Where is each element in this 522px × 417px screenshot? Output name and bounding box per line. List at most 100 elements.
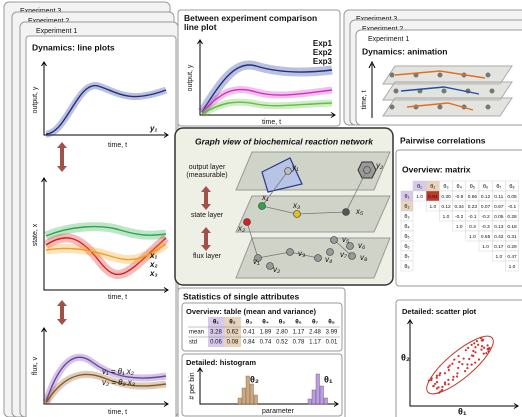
table-cell: 1.89 <box>260 330 272 336</box>
scatter-point <box>466 363 468 365</box>
axis-label: output, y <box>32 86 39 113</box>
scatter-point <box>457 355 459 357</box>
matrix-value: 0.55 <box>481 234 491 240</box>
tab-label: Experiment 1 <box>36 28 77 35</box>
legend-label: v₁ = θ₁ x₂ <box>102 367 134 376</box>
matrix-header: θ₅ <box>470 184 475 190</box>
table-header: θ₈ <box>328 319 335 326</box>
node-label: v₆ <box>358 241 366 250</box>
histogram-label: θ₂ <box>250 374 259 384</box>
scatter-point <box>436 377 438 379</box>
matrix-value: 1.0 <box>429 204 436 210</box>
histogram-bar <box>250 384 254 404</box>
matrix-value: 1.0 <box>456 224 463 230</box>
animation-node <box>486 105 491 110</box>
network-node <box>315 255 322 262</box>
panel-title: Detailed: histogram <box>186 358 256 367</box>
matrix-row-header: θ₅ <box>404 234 409 240</box>
table-header: θ₆ <box>295 319 302 326</box>
node-label: y₂ <box>375 161 383 170</box>
network-node <box>259 203 266 210</box>
network-node <box>327 249 334 256</box>
histogram-bar <box>254 395 258 404</box>
matrix-value: 0.18 <box>507 224 517 230</box>
histogram-bar <box>246 376 250 404</box>
legend-label: v₂ = θ₂ x₃ <box>102 378 135 387</box>
network-node <box>285 168 292 175</box>
matrix-header: θ₂ <box>430 184 435 190</box>
table-cell: 0.84 <box>243 340 255 346</box>
scatter-point <box>449 364 451 366</box>
node-label: v₈ <box>360 253 368 262</box>
scatter-point <box>483 347 485 349</box>
matrix-row-header: θ₁ <box>405 194 410 200</box>
matrix-row-header: θ₇ <box>405 254 410 260</box>
matrix-header: θ₈ <box>509 184 514 190</box>
panel-title: Detailed: scatter plot <box>402 307 477 316</box>
table-header: θ₁ <box>213 319 220 326</box>
histogram-bar <box>312 390 316 404</box>
axis-label: # per bin <box>189 372 196 399</box>
legend-label: Exp3 <box>313 57 333 66</box>
matrix-value: -0.1 <box>468 214 477 220</box>
scatter-point <box>481 345 483 347</box>
scatter-point <box>441 386 443 388</box>
histogram-bar <box>316 374 320 404</box>
network-node <box>343 209 350 216</box>
scatter-point <box>464 370 466 372</box>
scatter-point <box>436 375 438 377</box>
animation-plane <box>383 98 512 116</box>
scatter-point <box>478 358 480 360</box>
table-cell: 1.17 <box>293 330 305 336</box>
axis-label: θ₂ <box>401 352 410 362</box>
table-cell: mean <box>189 330 204 336</box>
scatter-point <box>452 379 454 381</box>
scatter-point <box>428 380 430 382</box>
scatter-point <box>463 357 465 359</box>
node-label: x₅ <box>355 207 364 216</box>
histogram-bar <box>238 398 242 404</box>
scatter-point <box>444 381 446 383</box>
scatter-point <box>465 349 467 351</box>
scatter-point <box>474 346 476 348</box>
scatter-point <box>477 344 479 346</box>
matrix-value: 0.93 <box>428 194 438 200</box>
table-cell: 2.80 <box>276 330 288 336</box>
node-label: v₄ <box>325 255 332 264</box>
histogram-bar <box>324 398 328 404</box>
legend-label: Exp2 <box>313 48 333 57</box>
network-node <box>347 243 354 250</box>
histogram-bar <box>320 386 324 404</box>
axis-label: parameter <box>262 408 295 415</box>
matrix-value: 1.0 <box>469 234 476 240</box>
scatter-point <box>456 372 458 374</box>
scatter-point <box>487 348 489 350</box>
figure: Experiment 3Experiment 2Experiment 1Dyna… <box>0 0 522 417</box>
panel-title: Dynamics: line plots <box>32 42 115 52</box>
matrix-value: -0.3 <box>481 224 490 230</box>
node-label: x₂ <box>237 224 245 233</box>
network-node <box>331 237 338 244</box>
panel-title: Pairwise correlations <box>400 135 486 145</box>
scatter-point <box>448 369 450 371</box>
matrix-value: 0.12 <box>481 194 491 200</box>
panel-title: Dynamics: animation <box>362 46 448 56</box>
legend-label: x₂ <box>149 260 158 269</box>
scatter-point <box>466 367 468 369</box>
network-node <box>287 249 294 256</box>
matrix-value: 0.28 <box>507 214 517 220</box>
layer-label: output layer (measurable) <box>178 164 236 180</box>
panel-title: Statistics of single attributes <box>183 291 299 301</box>
matrix-value: 1.0 <box>495 254 502 260</box>
matrix-value: 0.13 <box>494 224 504 230</box>
matrix-row-header: θ₆ <box>404 244 409 250</box>
matrix-value: 0.12 <box>441 204 451 210</box>
scatter-point <box>447 366 449 368</box>
histogram-label: θ₁ <box>324 374 333 384</box>
matrix-value: 1.0 <box>482 244 489 250</box>
axis-label: time, t <box>262 119 281 126</box>
table-cell: 0.78 <box>293 340 305 346</box>
table-cell: 3.99 <box>326 330 338 336</box>
matrix-row-header: θ₂ <box>404 204 409 210</box>
matrix-value: 1.0 <box>509 264 516 270</box>
